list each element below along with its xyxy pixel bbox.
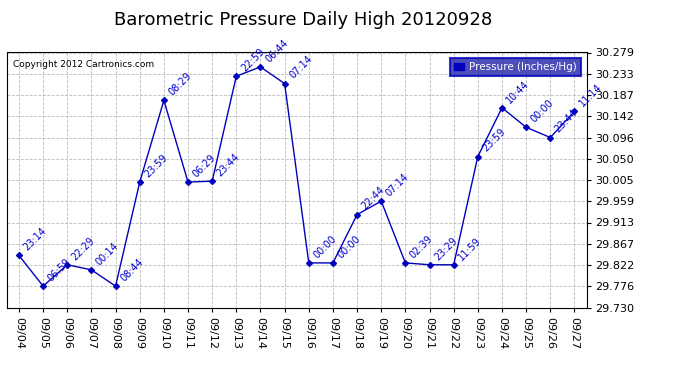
Text: 22:59: 22:59 xyxy=(239,46,266,74)
Text: Copyright 2012 Cartronics.com: Copyright 2012 Cartronics.com xyxy=(12,60,154,69)
Text: 23:59: 23:59 xyxy=(481,127,507,154)
Text: 23:44: 23:44 xyxy=(553,108,580,135)
Text: 11:14: 11:14 xyxy=(578,82,604,109)
Text: 06:44: 06:44 xyxy=(264,38,290,64)
Text: 00:00: 00:00 xyxy=(529,98,555,124)
Legend: Pressure (Inches/Hg): Pressure (Inches/Hg) xyxy=(450,58,581,76)
Text: 06:59: 06:59 xyxy=(46,256,72,284)
Text: 23:14: 23:14 xyxy=(22,226,48,253)
Text: 07:14: 07:14 xyxy=(288,54,314,81)
Text: 10:44: 10:44 xyxy=(505,78,531,105)
Text: 00:00: 00:00 xyxy=(312,234,338,260)
Text: 23:59: 23:59 xyxy=(143,153,169,179)
Text: 02:39: 02:39 xyxy=(408,233,435,260)
Text: Barometric Pressure Daily High 20120928: Barometric Pressure Daily High 20120928 xyxy=(115,11,493,29)
Text: 23:44: 23:44 xyxy=(215,152,242,178)
Text: 08:44: 08:44 xyxy=(119,256,145,284)
Text: 07:14: 07:14 xyxy=(384,172,411,198)
Text: 11:59: 11:59 xyxy=(457,235,483,262)
Text: 22:29: 22:29 xyxy=(70,235,97,262)
Text: 00:00: 00:00 xyxy=(336,234,362,260)
Text: 23:29: 23:29 xyxy=(433,235,459,262)
Text: 22:44: 22:44 xyxy=(360,185,386,212)
Text: 06:29: 06:29 xyxy=(191,153,217,179)
Text: 08:29: 08:29 xyxy=(167,71,193,98)
Text: 00:14: 00:14 xyxy=(95,240,121,267)
